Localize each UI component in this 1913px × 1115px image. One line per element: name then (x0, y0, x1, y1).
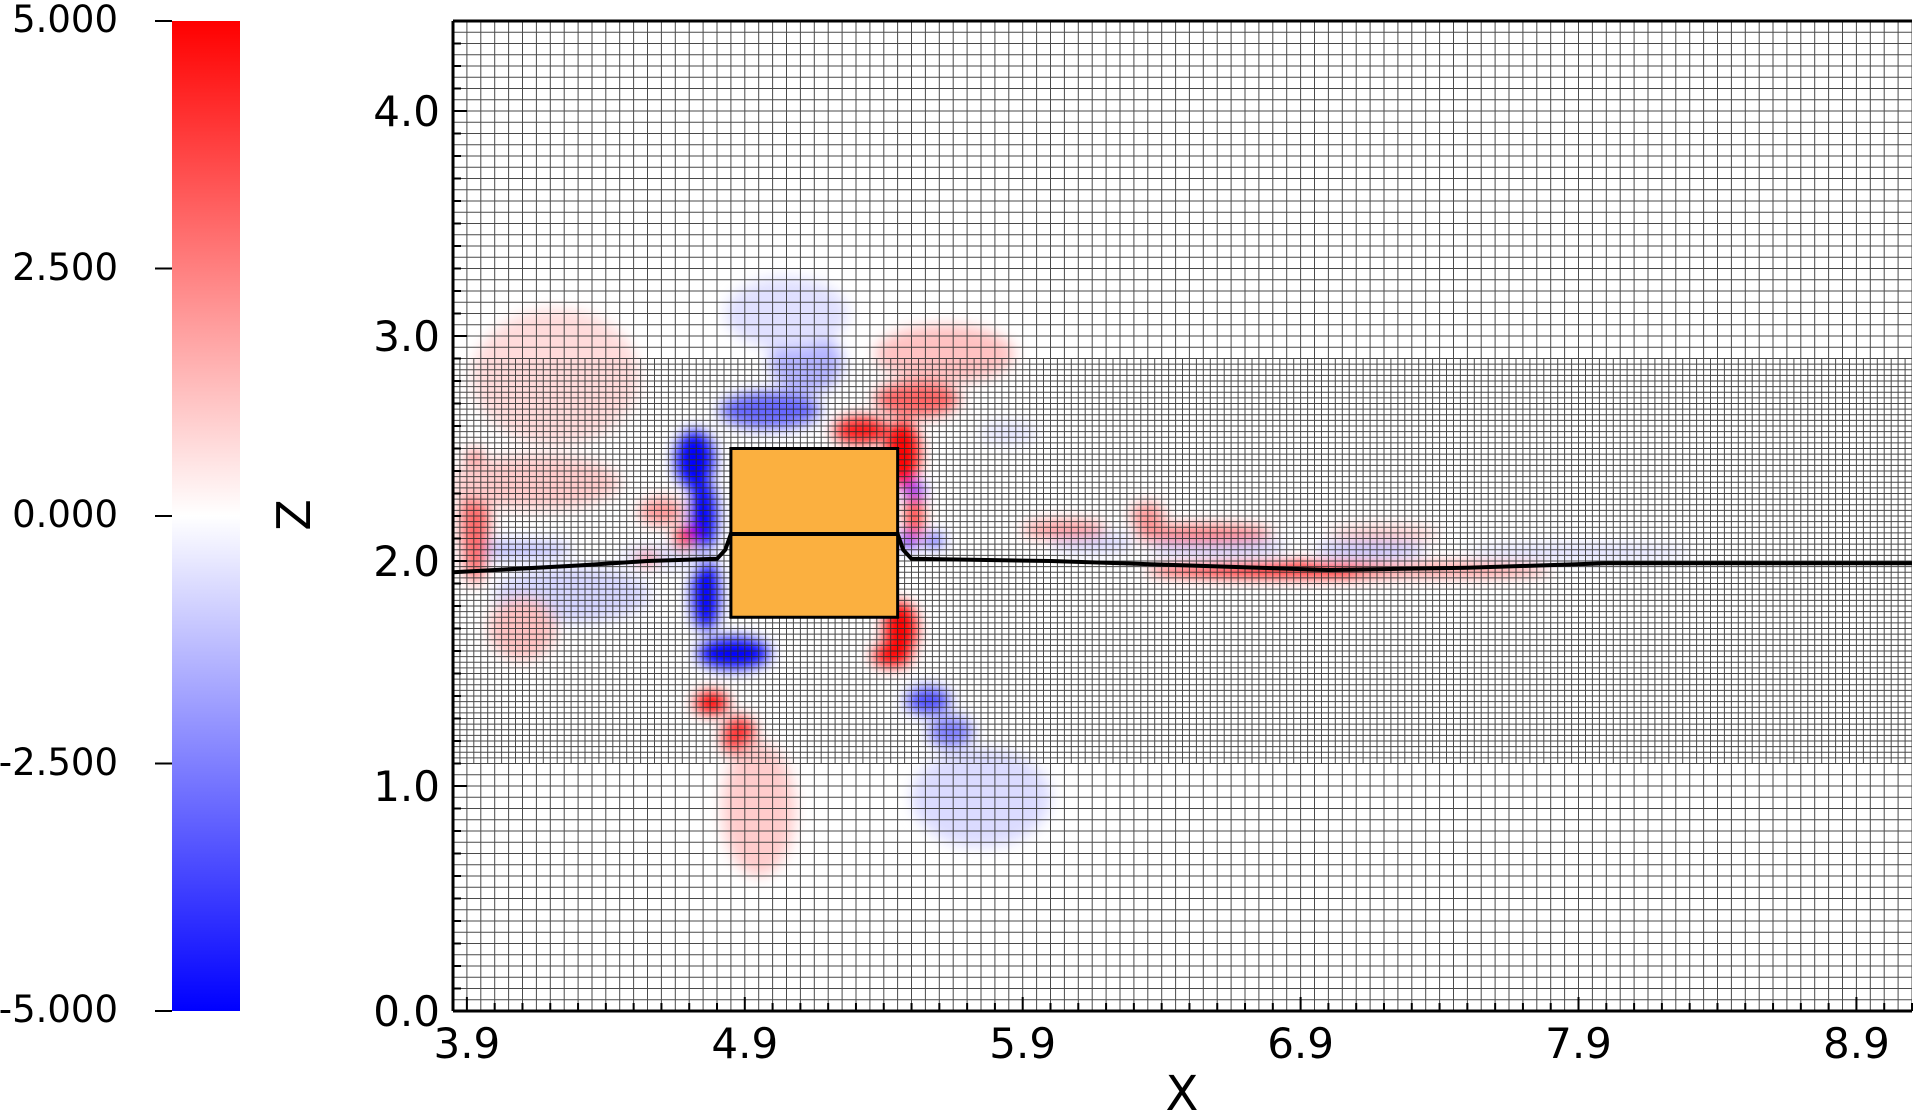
x-tick-label: 6.9 (1267, 1019, 1334, 1068)
colorbar-tick-label: 5.000 (12, 0, 118, 41)
field-blob (924, 535, 944, 547)
plot-area (453, 21, 1912, 1011)
colorbar-gradient (172, 21, 240, 1011)
y-tick-labels: 0.0 1.0 2.0 3.0 4.0 (373, 87, 440, 1036)
colorbar-tick-label: 0.000 (12, 493, 118, 536)
colorbar-tick-label: -5.000 (0, 988, 118, 1031)
x-tick-label: 4.9 (711, 1019, 778, 1068)
x-tick-label: 7.9 (1545, 1019, 1612, 1068)
field-blob (875, 381, 959, 417)
colorbar-label: Z (267, 499, 321, 531)
y-tick-label: 4.0 (373, 87, 440, 136)
y-tick-label: 0.0 (373, 987, 440, 1036)
field-blob (875, 324, 1015, 384)
colorbar-tick-label: 2.500 (12, 246, 118, 289)
field-blob (928, 716, 973, 748)
interface-line (453, 532, 1912, 575)
field-blob (872, 644, 912, 667)
colorbar-tick-label: -2.500 (0, 741, 118, 784)
field-blob (904, 483, 925, 500)
axes: 3.9 4.9 5.9 6.9 7.9 8.9 0.0 1.0 2.0 3.0 4.0 X (373, 19, 1913, 1115)
y-tick-label: 2.0 (373, 537, 440, 586)
colorbar-ticks (155, 20, 172, 1012)
y-minor-ticks (453, 20, 467, 1012)
x-axis-label: X (1166, 1066, 1199, 1115)
x-tick-label: 5.9 (989, 1019, 1056, 1068)
y-tick-label: 1.0 (373, 762, 440, 811)
colorbar: 5.000 2.500 0.000 -2.500 -5.000 Z (0, 0, 321, 1031)
x-tick-label: 3.9 (433, 1019, 500, 1068)
field-blob (905, 687, 951, 714)
field-blob (694, 691, 729, 714)
field-blob (472, 309, 640, 444)
x-minor-ticks (465, 997, 1913, 1011)
x-tick-label: 8.9 (1823, 1019, 1890, 1068)
y-tick-label: 3.0 (373, 312, 440, 361)
x-tick-labels: 3.9 4.9 5.9 6.9 7.9 8.9 (433, 1019, 1889, 1068)
